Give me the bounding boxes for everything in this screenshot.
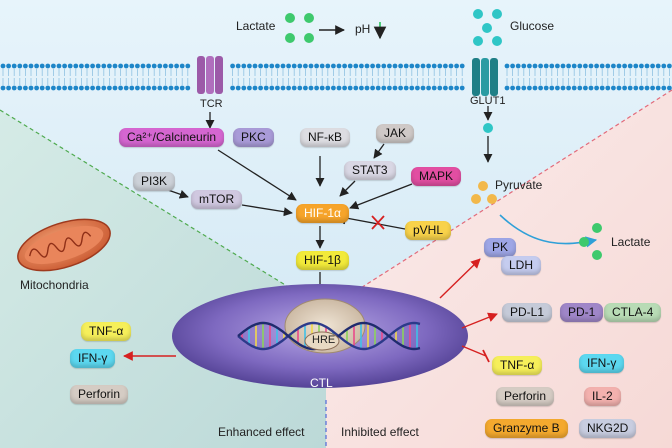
lactate-molecules-icon	[285, 13, 314, 43]
glut1-label: GLUT1	[470, 95, 506, 107]
lactate-out-label: Lactate	[611, 235, 651, 249]
inhibited-perforin-box: Perforin	[496, 387, 555, 406]
mapk-box: MAPK	[411, 167, 462, 186]
ph-label: pH	[355, 22, 371, 36]
pkc-box: PKC	[233, 128, 274, 147]
inhibited-ifng-box: IFN-γ	[579, 354, 625, 373]
ctl-label: CTL	[310, 376, 333, 390]
glucose-molecules-icon	[473, 9, 502, 46]
ldh-box: LDH	[501, 256, 542, 275]
glucose-label: Glucose	[510, 19, 555, 33]
jak-box: JAK	[376, 124, 415, 143]
pvhl-box: pVHL	[405, 221, 452, 240]
pi3k-box: PI3K	[133, 172, 176, 191]
arrow-ctl-checkpoints	[461, 312, 498, 329]
arrow-ca-pkc-hif	[217, 149, 297, 201]
pyruvate-label: Pyruvate	[495, 178, 543, 192]
enhanced-effect-caption: Enhanced effect	[218, 425, 305, 439]
hif1a-box: HIF-1α	[296, 204, 349, 223]
divider-right-dashed	[333, 89, 672, 306]
lactate-out-molecules-icon	[579, 223, 602, 260]
stat3-box: STAT3	[344, 161, 396, 180]
il2-box: IL-2	[584, 387, 621, 406]
granzyme-b-box: Granzyme B	[485, 419, 568, 438]
enhanced-tnfa-box: TNF-α	[81, 322, 132, 341]
nfkb-box: NF-κB	[300, 128, 350, 147]
mtor-box: mTOR	[191, 190, 243, 209]
nkg2d-box: NKG2D	[579, 419, 637, 438]
pdl1-box: PD-L1	[502, 303, 553, 322]
cell-membrane	[0, 63, 672, 91]
tcr-receptor-icon	[197, 56, 223, 94]
enhanced-ifng-box: IFN-γ	[70, 349, 116, 368]
arrow-mapk-hif	[349, 183, 413, 210]
ca-calcineurin-box: Ca²⁺/Calcineurin	[119, 128, 225, 147]
inhibit-bar-cytokines	[461, 345, 490, 363]
ctla4-box: CTLA-4	[604, 303, 662, 322]
mitochondria-label: Mitochondria	[20, 278, 89, 292]
hre-label: HRE	[312, 334, 336, 346]
arrow-ctl-pk	[439, 258, 481, 299]
arrow-jak-stat3	[373, 143, 385, 159]
hif1b-box: HIF-1β	[296, 251, 349, 270]
glucose-inside-icon	[483, 123, 493, 133]
inhibited-effect-caption: Inhibited effect	[341, 425, 419, 439]
enhanced-perforin-box: Perforin	[70, 385, 129, 404]
inhibited-tnfa-box: TNF-α	[492, 356, 543, 375]
divider-left-dashed	[0, 109, 319, 306]
pd1-box: PD-1	[560, 303, 604, 322]
arrow-pi3k-mtor	[167, 189, 189, 199]
dna-helix-icon	[237, 321, 421, 351]
pyruvate-molecules-icon	[471, 181, 497, 204]
tcr-label: TCR	[200, 98, 223, 110]
pk-box: PK	[484, 238, 517, 257]
hre-region	[304, 331, 340, 351]
arrow-mtor-hif	[241, 204, 293, 217]
arrow-stat3-hif	[339, 180, 356, 197]
lactate-label: Lactate	[236, 19, 276, 33]
mitochondria-icon	[17, 218, 111, 272]
glut1-transporter-icon	[472, 58, 498, 96]
blocked-cross-icon	[371, 215, 385, 230]
